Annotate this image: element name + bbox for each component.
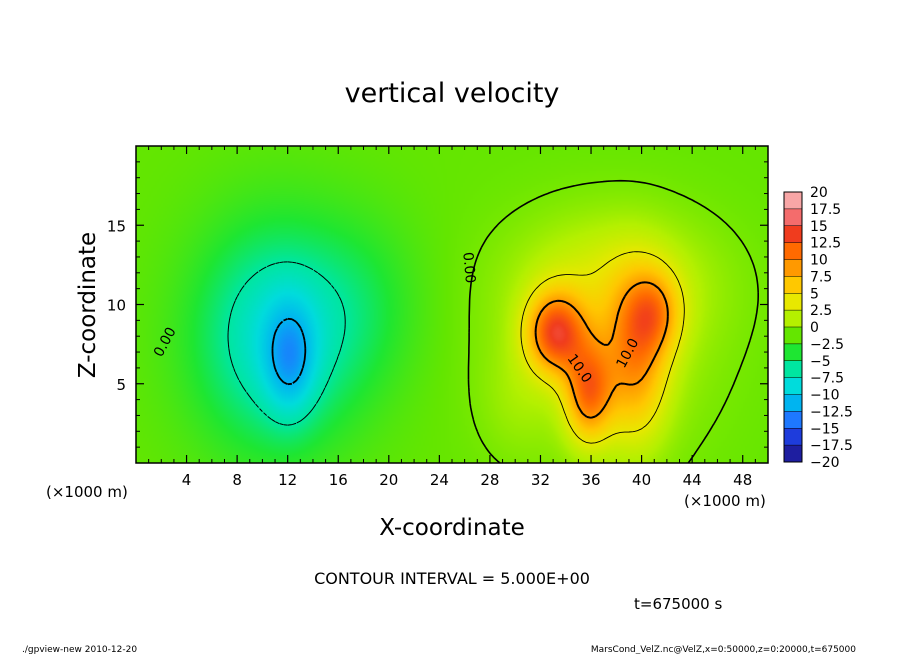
x-tick-label: 44 <box>683 471 702 489</box>
x-unit-label-right: (×1000 m) <box>684 492 766 510</box>
x-tick-label: 32 <box>531 471 550 489</box>
colorbar-swatch <box>784 192 802 210</box>
colorbar-swatch <box>784 377 802 395</box>
colorbar-label: −17.5 <box>810 438 853 454</box>
contour-interval-text: CONTOUR INTERVAL = 5.000E+00 <box>314 569 590 588</box>
x-axis-label: X-coordinate <box>379 515 525 541</box>
colorbar-label: 0 <box>810 320 819 336</box>
x-tick-label: 48 <box>733 471 752 489</box>
x-axis-ticks: 4 8 12 16 20 24 28 32 36 40 44 48 <box>148 146 756 489</box>
colorbar-label: 5 <box>810 286 819 302</box>
x-tick-label: 4 <box>182 471 192 489</box>
x-tick-label: 8 <box>232 471 242 489</box>
footer-right: MarsCond_VelZ.nc@VelZ,x=0:50000,z=0:2000… <box>591 645 856 654</box>
colorbar-label: 17.5 <box>810 202 841 218</box>
contour-plus-5 <box>520 251 685 444</box>
colorbar-label: −10 <box>810 388 840 404</box>
y-axis-label: Z-coordinate <box>75 232 101 378</box>
colorbar-label: 20 <box>810 185 828 201</box>
contour-plus-10 <box>534 281 669 419</box>
colorbar-swatch <box>784 208 802 227</box>
colorbar: 2017.51512.5107.552.50−2.5−5−7.5−10−12.5… <box>783 185 853 471</box>
x-tick-label: 20 <box>379 471 398 489</box>
x-tick-label: 16 <box>329 471 348 489</box>
x-tick-label: 36 <box>581 471 600 489</box>
colorbar-swatch <box>784 242 802 260</box>
y-tick-label: 5 <box>116 376 126 394</box>
heatmap-field <box>136 146 768 463</box>
contour-lines <box>227 179 759 464</box>
colorbar-swatch <box>784 327 802 345</box>
contour-label: 0.00 <box>459 251 478 283</box>
x-tick-label: 24 <box>430 471 449 489</box>
colorbar-swatch <box>784 360 802 378</box>
y-tick-label: 15 <box>107 217 126 235</box>
colorbar-swatch <box>784 293 802 311</box>
x-unit-label-left: (×1000 m) <box>46 483 128 501</box>
x-tick-label: 40 <box>632 471 651 489</box>
x-tick-label: 28 <box>480 471 499 489</box>
chart-title: vertical velocity <box>345 78 560 109</box>
colorbar-swatch <box>784 225 802 243</box>
colorbar-label: −2.5 <box>810 337 844 353</box>
colorbar-swatch <box>784 259 802 277</box>
x-tick-label: 12 <box>278 471 297 489</box>
colorbar-swatch <box>784 394 802 412</box>
colorbar-swatch <box>784 428 802 446</box>
colorbar-label: −20 <box>810 455 840 471</box>
colorbar-label: 2.5 <box>810 303 832 319</box>
colorbar-label: 7.5 <box>810 269 832 285</box>
colorbar-swatch <box>784 343 802 362</box>
colorbar-label: 10 <box>810 253 828 269</box>
contour-zero <box>467 179 759 464</box>
colorbar-swatch <box>784 276 802 294</box>
time-text: t=675000 s <box>634 595 722 613</box>
colorbar-label: 15 <box>810 219 828 235</box>
colorbar-label: −12.5 <box>810 404 853 420</box>
colorbar-label: −5 <box>810 354 831 370</box>
colorbar-swatch <box>784 445 802 463</box>
contour-minus-5 <box>227 261 346 426</box>
colorbar-label: 12.5 <box>810 236 841 252</box>
colorbar-swatch <box>784 411 802 429</box>
colorbar-swatch <box>784 310 802 328</box>
y-axis-ticks: 5 10 15 <box>107 161 768 448</box>
footer-left: ./gpview-new 2010-12-20 <box>22 645 137 654</box>
colorbar-label: −7.5 <box>810 371 844 387</box>
colorbar-label: −15 <box>810 421 840 437</box>
contour-minus-10 <box>271 317 307 386</box>
y-tick-label: 10 <box>107 297 126 315</box>
